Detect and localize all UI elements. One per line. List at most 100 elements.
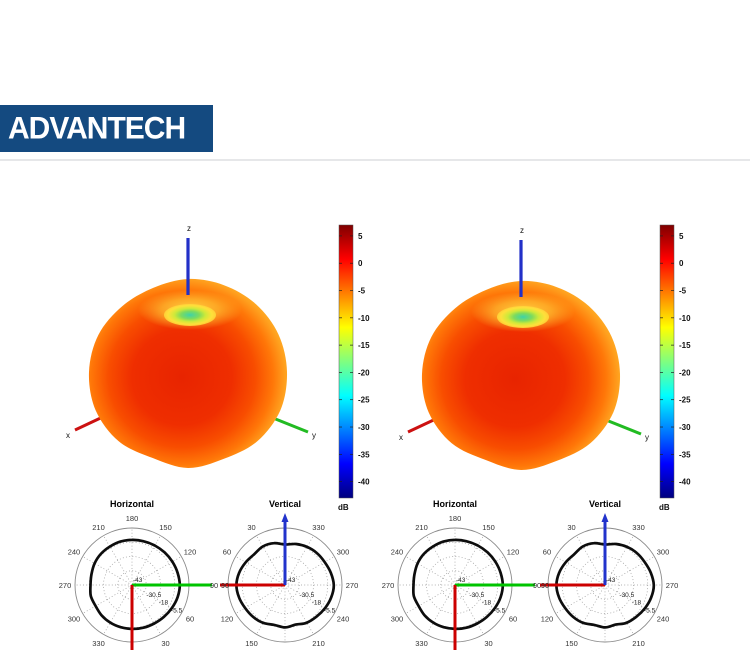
elevation-0-arrowhead [601, 513, 609, 522]
polar-spoke [235, 556, 286, 586]
colorbar-tick-label: 5 [358, 232, 363, 241]
angle-label-120: 120 [507, 548, 520, 557]
radial-tick-label: -30.5 [469, 592, 484, 599]
angle-label-300: 300 [391, 615, 404, 624]
polar-spoke [555, 556, 606, 586]
angle-label-330: 330 [92, 639, 105, 648]
angle-label-60: 60 [509, 615, 517, 624]
angle-label-150: 150 [159, 523, 172, 532]
angle-label-180: 180 [126, 514, 139, 523]
colorbar-tick-label: -5 [358, 287, 366, 296]
angle-label-60: 60 [223, 548, 231, 557]
angle-label-210: 210 [632, 639, 645, 648]
angle-label-60: 60 [186, 615, 194, 624]
radiation-3d-left: z x y [66, 224, 316, 469]
angle-label-150: 150 [482, 523, 495, 532]
colorbar-tick-label: -30 [679, 423, 691, 432]
radial-tick-label: -43 [286, 577, 296, 584]
polar-plot-title: Vertical [589, 499, 621, 509]
colorbar-tick-label: -30 [358, 423, 370, 432]
colorbar-tick-label: -10 [358, 314, 370, 323]
polar-ring [256, 556, 314, 614]
advantech-logo-text: ADVANTECH [8, 110, 186, 146]
angle-label-120: 120 [184, 548, 197, 557]
polar-plot-polar-horizontal-left: 90 180 150 120 60 30 330 300 270 240 210 -43 -30.5-1… [59, 499, 218, 650]
colorbar-tick-label: -35 [679, 450, 691, 459]
radiation-pattern-curve [411, 538, 505, 631]
colorbar-unit-label: dB [338, 503, 349, 512]
angle-label-240: 240 [68, 548, 81, 557]
colorbar-gradient [659, 224, 675, 499]
angle-label-120: 120 [541, 615, 554, 624]
angle-label-300: 300 [337, 548, 350, 557]
polar-plot-title: Vertical [269, 499, 301, 509]
angle-label-30: 30 [161, 639, 169, 648]
colorbar-tick-label: -25 [679, 396, 691, 405]
polar-ring [241, 541, 329, 629]
colorbar-unit-label: dB [659, 503, 670, 512]
angle-label-180: 180 [449, 514, 462, 523]
radial-tick-label: -30.5 [299, 592, 314, 599]
radial-tick-label: -18 [482, 600, 492, 607]
radial-tick-label: -43 [133, 577, 143, 584]
angle-label-150: 150 [245, 639, 258, 648]
angle-label-30: 30 [247, 523, 255, 532]
angle-label-300: 300 [657, 548, 670, 557]
radial-tick-label: -43 [456, 577, 466, 584]
colorbar-tick-label: -10 [679, 314, 691, 323]
angle-label-270: 270 [382, 581, 395, 590]
x-axis-label: x [399, 433, 403, 442]
angle-label-90: 90 [541, 581, 549, 590]
angle-label-240: 240 [391, 548, 404, 557]
angle-label-60: 60 [543, 548, 551, 557]
y-axis-label: y [312, 431, 316, 440]
angle-label-150: 150 [565, 639, 578, 648]
colorbar-tick-label: -20 [358, 368, 370, 377]
angle-label-90: 90 [221, 581, 229, 590]
radial-tick-label: -30.5 [619, 592, 634, 599]
angle-label-210: 210 [312, 639, 325, 648]
angle-label-300: 300 [68, 615, 81, 624]
lobe-null-dimple [497, 306, 549, 328]
z-axis-label: z [187, 224, 191, 233]
header-divider [0, 159, 750, 161]
radiation-lobe [421, 280, 621, 471]
angle-label-30: 30 [484, 639, 492, 648]
colorbar-tick-label: -40 [358, 478, 370, 487]
polar-ring [590, 570, 620, 600]
lobe-null-dimple [164, 304, 216, 326]
radial-tick-label: -5.5 [324, 607, 336, 614]
angle-label-270: 270 [666, 581, 679, 590]
angle-label-270: 270 [346, 581, 359, 590]
angle-label-90: 90 [533, 581, 541, 590]
radiation-3d-right: z x y [399, 226, 649, 471]
colorbar-tick-label: -35 [358, 450, 370, 459]
z-axis-label: z [520, 226, 524, 235]
radiation-pattern-curve [88, 538, 182, 631]
radial-tick-label: -18 [632, 600, 642, 607]
colorbar-tick-label: -40 [679, 478, 691, 487]
colorbar-tick-label: -25 [358, 396, 370, 405]
x-axis-label: x [66, 431, 70, 440]
radial-tick-label: -30.5 [146, 592, 161, 599]
angle-label-330: 330 [632, 523, 645, 532]
polar-plot-polar-horizontal-right: 90 180 150 120 60 30 330 300 270 240 210 -43 -30.5-1… [382, 499, 541, 650]
polar-ring [561, 541, 649, 629]
polar-plot-title: Horizontal [110, 499, 154, 509]
elevation-0-arrowhead [281, 513, 289, 522]
colorbar-tick-label: 0 [358, 259, 363, 268]
radial-tick-label: -43 [606, 577, 616, 584]
colorbar-left: 5 0 -5 -10 -15 -20 -25 -30 -35 -40 dB [338, 224, 370, 512]
radiation-pattern-curve [235, 541, 336, 629]
polar-plot-title: Horizontal [433, 499, 477, 509]
colorbar-tick-label: -5 [679, 287, 687, 296]
radial-tick-label: -5.5 [494, 607, 506, 614]
radial-tick-label: -18 [159, 600, 169, 607]
angle-label-210: 210 [92, 523, 105, 532]
angle-label-210: 210 [415, 523, 428, 532]
angle-label-240: 240 [657, 615, 670, 624]
polar-plot-polar-vertical-left: 90 30 330 300 270 240 210 150 120 60 -43 -30.5-18-5… [220, 499, 358, 648]
colorbar-tick-label: 0 [679, 259, 684, 268]
